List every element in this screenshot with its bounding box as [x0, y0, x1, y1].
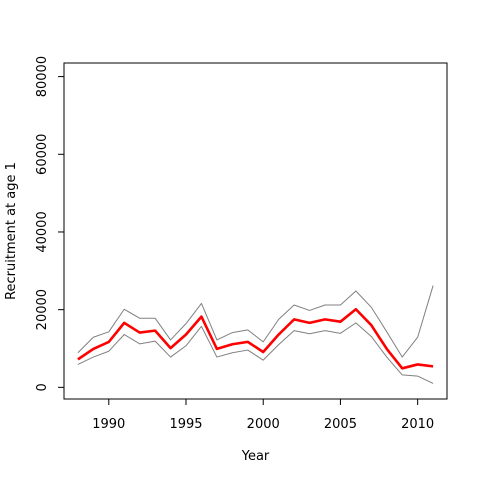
x-axis-label: Year [241, 449, 270, 464]
series-line-lower [77, 322, 434, 384]
x-axis: 1990 1995 2000 2005 2010 [92, 399, 434, 432]
y-tick-label: 20000 [35, 289, 50, 330]
y-tick-label: 60000 [35, 134, 50, 175]
x-tick-label: 2000 [247, 417, 280, 432]
x-tick-label: 2010 [401, 417, 434, 432]
plot-frame [63, 62, 448, 400]
x-tick-label: 1990 [92, 417, 125, 432]
y-axis-label: Recruitment at age 1 [4, 162, 19, 300]
series-line-estimate [77, 307, 434, 370]
y-axis: 0 20000 40000 60000 80000 [35, 56, 64, 391]
y-tick-label: 40000 [35, 211, 50, 252]
y-tick-label: 80000 [35, 56, 50, 97]
series-line-upper [77, 285, 434, 358]
x-tick-label: 2005 [324, 417, 357, 432]
series-layer [77, 285, 434, 384]
y-tick-label: 0 [35, 383, 50, 391]
x-tick-label: 1995 [169, 417, 202, 432]
